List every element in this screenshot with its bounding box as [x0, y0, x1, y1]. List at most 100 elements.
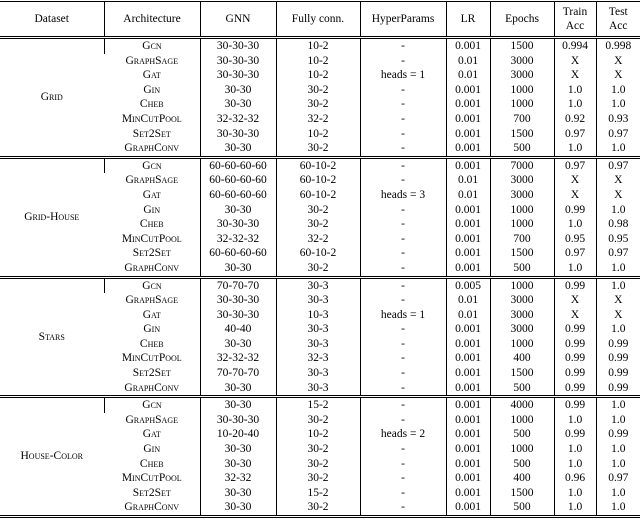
table-row: MinCutPool 32-32 30-2-0.001 400 0.96 0.97	[0, 471, 640, 486]
table-cell: 0.99	[553, 396, 596, 413]
table-cell: -	[359, 277, 446, 294]
table-cell: 30-30	[199, 202, 276, 218]
architecture-cell: GraphConv	[104, 500, 200, 519]
table-cell: 3000	[489, 53, 554, 69]
table-cell: -	[359, 260, 446, 279]
architecture-cell: Gin	[143, 203, 161, 216]
header-cell: Architecture	[103, 1, 200, 39]
table-cell: X	[553, 68, 596, 83]
table-cell: 1.0	[595, 260, 640, 279]
table-cell: 0.01	[445, 68, 490, 83]
table-cell: 500	[489, 380, 554, 399]
table-cell: 1000	[489, 202, 554, 218]
table-cell: 1500	[489, 485, 554, 501]
table-cell: -	[359, 231, 446, 247]
architecture-cell: Gcn	[103, 396, 200, 413]
architecture-cell: Set2Set	[132, 247, 171, 260]
header-row: Dataset Architecture GNN Fully conn. HyperPa…	[0, 1, 640, 39]
table-cell: 0.001	[445, 322, 490, 337]
table-cell: 0.95	[553, 231, 596, 247]
table-cell: 32-2	[275, 231, 360, 247]
architecture-cell: Cheb	[139, 218, 164, 231]
table-cell: 30-30	[199, 456, 276, 472]
table-cell: 0.99	[595, 351, 640, 367]
table-cell: heads = 1	[359, 307, 446, 323]
table-cell: 0.001	[445, 126, 490, 142]
table-cell: -	[359, 217, 446, 232]
table-cell: 3000	[489, 322, 554, 337]
table-row: GraphSage 30-30-30 30-2-0.001 1000 1.0 1.0	[0, 412, 640, 428]
table-cell: -	[359, 396, 446, 413]
table-cell: 0.001	[445, 380, 490, 399]
table-cell: 1.0	[595, 442, 640, 457]
table-cell: X	[595, 293, 640, 308]
header-cell: GNN	[199, 1, 276, 39]
table-cell: X	[553, 307, 596, 323]
table-row: MinCutPool 32-32-32 32-2-0.001 700 0.95 0.95	[0, 231, 640, 247]
table-cell: 0.99	[553, 322, 596, 337]
table-cell: 0.97	[595, 157, 640, 174]
table-cell: 0.01	[445, 53, 490, 69]
table-cell: -	[359, 485, 446, 501]
table-cell: -	[359, 412, 446, 428]
table-cell: 30-30-30	[199, 53, 276, 69]
table-cell: 30-30	[199, 500, 276, 519]
table-cell: 3000	[489, 293, 554, 308]
table-cell: 1.0	[595, 277, 640, 294]
table-cell: 60-10-2	[275, 173, 360, 188]
table-cell: 30-30-30	[199, 68, 276, 83]
table-cell: -	[359, 471, 446, 486]
table-row: Gin 30-30 30-2-0.001 1000 1.0 1.0	[0, 442, 640, 457]
table-cell: 3000	[489, 307, 554, 323]
architecture-cell: Cheb	[139, 98, 164, 111]
table-cell: 0.97	[553, 126, 596, 142]
table-cell: 1.0	[595, 202, 640, 218]
table-cell: -	[359, 246, 446, 261]
dataset-cell: Stars	[0, 277, 104, 399]
table-cell: 1500	[489, 126, 554, 142]
table-cell: 30-30	[199, 141, 276, 159]
table-cell: 700	[489, 231, 554, 247]
table-cell: 32-32-32	[199, 231, 276, 247]
table-cell: 0.001	[445, 82, 490, 98]
table-row: Gin 30-30 30-2-0.001 1000 1.0 1.0	[0, 82, 640, 98]
table-cell: 10-2	[275, 126, 360, 142]
architecture-cell: Set2Set	[132, 486, 171, 499]
table-cell: 0.001	[445, 111, 490, 127]
table-row: GraphConv 30-30 30-3-0.001 500 0.99 0.99	[0, 380, 640, 399]
table-cell: X	[553, 53, 596, 69]
table-cell: 1000	[489, 412, 554, 428]
architecture-cell: GraphConv	[104, 260, 200, 279]
table-cell: 15-2	[275, 485, 360, 501]
table-row: Gin 30-30 30-2-0.001 1000 0.99 1.0	[0, 202, 640, 218]
table-cell: 30-2	[275, 442, 360, 457]
architecture-cell: Gin	[143, 83, 161, 96]
table-cell: 1.0	[553, 82, 596, 98]
table-cell: 30-2	[275, 500, 360, 519]
architecture-cell: Gcn	[103, 37, 200, 54]
table-cell: 30-2	[275, 82, 360, 98]
table-cell: 1.0	[595, 97, 640, 112]
table-cell: 30-30-30	[199, 412, 276, 428]
table-cell: 60-10-2	[275, 187, 360, 203]
table-cell: 0.01	[445, 293, 490, 308]
table-cell: 10-2	[275, 53, 360, 69]
dataset-cell: Grid-House	[0, 157, 104, 279]
header-cell: LR	[445, 1, 490, 39]
architecture-cell: Gcn	[103, 157, 200, 174]
table-cell: 1.0	[595, 396, 640, 413]
table-cell: 60-60-60-60	[199, 173, 276, 188]
architecture-cell: Gin	[143, 443, 161, 456]
table-cell: 30-2	[275, 202, 360, 218]
dataset-cell: Grid	[0, 37, 104, 159]
header-cell: Train Acc	[553, 1, 596, 39]
table-cell: 1.0	[553, 217, 596, 232]
table-cell: 30-30	[199, 336, 276, 352]
table-cell: 0.01	[445, 173, 490, 188]
table-cell: 0.001	[445, 217, 490, 232]
table-row: Grid Gcn 30-30-30 10-2-0.001 1500 0.994 0.998	[0, 37, 640, 159]
table-cell: 1.0	[595, 141, 640, 159]
table-cell: 0.001	[445, 366, 490, 381]
table-cell: 0.001	[445, 442, 490, 457]
table-cell: 1.0	[595, 412, 640, 428]
